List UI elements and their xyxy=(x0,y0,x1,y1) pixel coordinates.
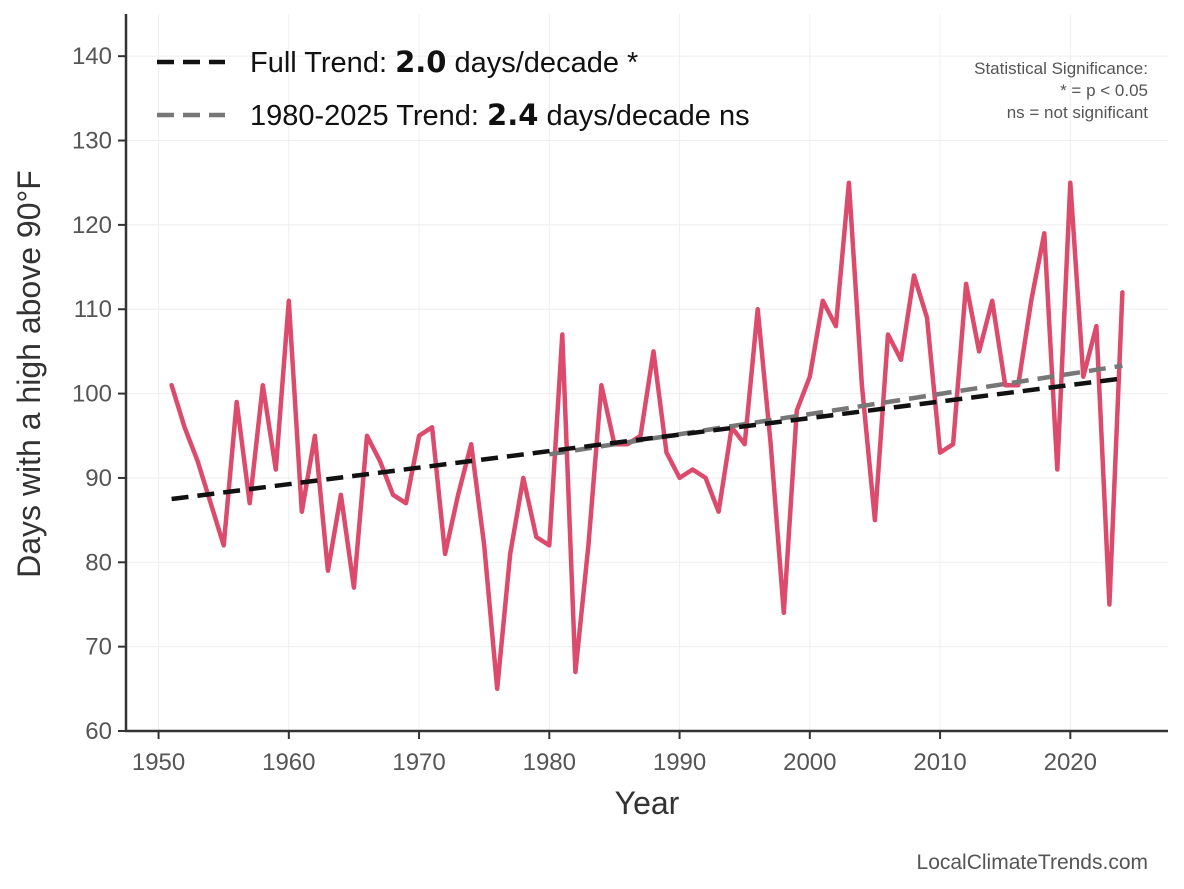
trend-lines xyxy=(171,363,1123,502)
x-tick-label-2000: 2000 xyxy=(783,749,836,776)
legend-recent-prefix: 1980-2025 Trend: xyxy=(250,100,487,132)
y-tick-label-110: 110 xyxy=(74,296,112,323)
data-series xyxy=(169,180,1125,692)
legend-recent-suffix: days/decade ns xyxy=(538,100,749,132)
x-tick-label-2010: 2010 xyxy=(913,749,966,776)
y-tick-label-70: 70 xyxy=(85,634,112,661)
x-tick-label-2020: 2020 xyxy=(1044,749,1097,776)
axes xyxy=(118,14,1168,739)
legend-recent-trend-label: 1980-2025 Trend: 2.4 days/decade ns xyxy=(250,98,750,132)
y-tick-label-120: 120 xyxy=(72,212,112,239)
legend-recent-value: 2.4 xyxy=(487,98,538,132)
x-tick-label-1950: 1950 xyxy=(132,749,185,776)
y-tick-label-130: 130 xyxy=(72,128,112,155)
significance-note: Statistical Significance: * = p < 0.05 n… xyxy=(974,59,1148,122)
y-tick-label-60: 60 xyxy=(85,718,112,745)
legend-full-value: 2.0 xyxy=(395,45,446,79)
full-trend-line xyxy=(171,376,1123,502)
y-tick-label-80: 80 xyxy=(85,549,112,576)
x-axis-title: Year xyxy=(615,785,680,821)
y-axis-title: Days with a high above 90°F xyxy=(11,170,47,578)
recent-trend-line xyxy=(548,363,1123,457)
significance-line-1: * = p < 0.05 xyxy=(1060,81,1148,100)
significance-title: Statistical Significance: xyxy=(974,59,1148,78)
legend-full-prefix: Full Trend: xyxy=(250,47,395,79)
series-line xyxy=(169,180,1125,692)
significance-line-2: ns = not significant xyxy=(1007,103,1149,122)
y-tick-label-100: 100 xyxy=(72,381,112,408)
legend: Full Trend: 2.0 days/decade * 1980-2025 … xyxy=(157,45,750,132)
x-tick-label-1990: 1990 xyxy=(653,749,706,776)
y-tick-label-140: 140 xyxy=(72,43,112,70)
tick-labels: 60 70 80 90 100 110 120 130 140 1950 1960 1970 1980 1… xyxy=(72,43,1097,776)
y-tick-label-90: 90 xyxy=(85,465,112,492)
legend-full-suffix: days/decade * xyxy=(446,47,638,79)
x-tick-label-1970: 1970 xyxy=(392,749,445,776)
x-tick-label-1980: 1980 xyxy=(523,749,576,776)
x-tick-label-1960: 1960 xyxy=(262,749,315,776)
credit-text: LocalClimateTrends.com xyxy=(917,851,1148,874)
legend-full-trend-label: Full Trend: 2.0 days/decade * xyxy=(250,45,638,79)
